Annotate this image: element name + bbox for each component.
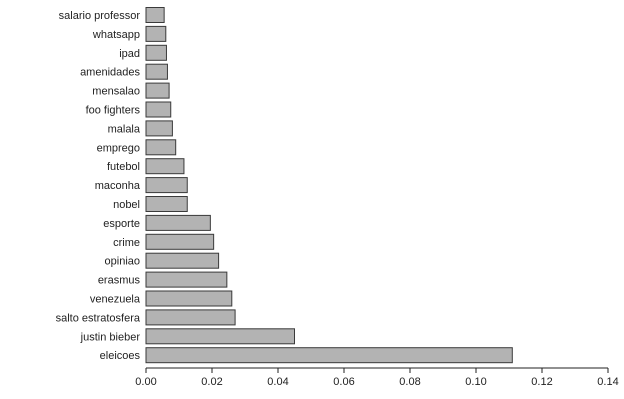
category-label: esporte <box>103 218 140 230</box>
category-label: amenidades <box>80 67 140 79</box>
bar-esporte <box>145 214 211 231</box>
category-label: erasmus <box>98 275 141 287</box>
bar-amenidades <box>145 63 168 80</box>
category-label: salto estratosfera <box>56 312 141 324</box>
bar-opiniao <box>145 252 220 269</box>
bar-salto-estratosfera <box>145 309 236 326</box>
category-label: justin bieber <box>80 331 141 343</box>
x-tick-label: 0.12 <box>531 376 552 388</box>
category-labels: salario professor whatsapp ipad amenidades m… <box>56 10 141 362</box>
x-axis-ticks: 0.00 0.02 0.04 0.06 0.08 0.10 0.12 0.14 <box>135 368 619 388</box>
category-label: emprego <box>97 142 140 154</box>
category-label: crime <box>113 237 140 249</box>
x-tick-label: 0.14 <box>597 376 618 388</box>
category-label: malala <box>108 123 141 135</box>
bar-venezuela <box>145 290 233 307</box>
category-label: futebol <box>107 161 140 173</box>
bar-emprego <box>145 139 177 156</box>
x-tick-label: 0.04 <box>267 376 288 388</box>
category-label: whatsapp <box>92 29 140 41</box>
category-label: venezuela <box>90 294 141 306</box>
bar-erasmus <box>145 271 228 288</box>
bar-mensalao <box>145 82 170 99</box>
bar-foo-fighters <box>145 101 172 118</box>
category-label: opiniao <box>105 256 140 268</box>
bar-salario-professor <box>145 7 165 23</box>
bar-futebol <box>145 158 185 175</box>
bar-malala <box>145 120 173 137</box>
bar-eleicoes <box>145 347 513 364</box>
x-tick-label: 0.10 <box>465 376 486 388</box>
x-tick-label: 0.06 <box>333 376 354 388</box>
x-tick-label: 0.00 <box>135 376 156 388</box>
bars-group <box>145 7 513 364</box>
bar-justin-bieber <box>145 328 295 345</box>
category-label: maconha <box>95 180 141 192</box>
bar-crime <box>145 233 215 250</box>
x-tick-label: 0.08 <box>399 376 420 388</box>
bar-ipad <box>145 44 167 61</box>
category-label: mensalao <box>92 86 140 98</box>
bar-nobel <box>145 196 188 212</box>
category-label: nobel <box>113 199 140 211</box>
x-tick-label: 0.02 <box>201 376 222 388</box>
category-label: foo fighters <box>86 105 141 117</box>
bar-maconha <box>145 177 188 194</box>
category-label: ipad <box>119 48 140 60</box>
bar-whatsapp <box>145 25 167 42</box>
category-label: salario professor <box>59 10 141 22</box>
category-label: eleicoes <box>100 350 141 362</box>
